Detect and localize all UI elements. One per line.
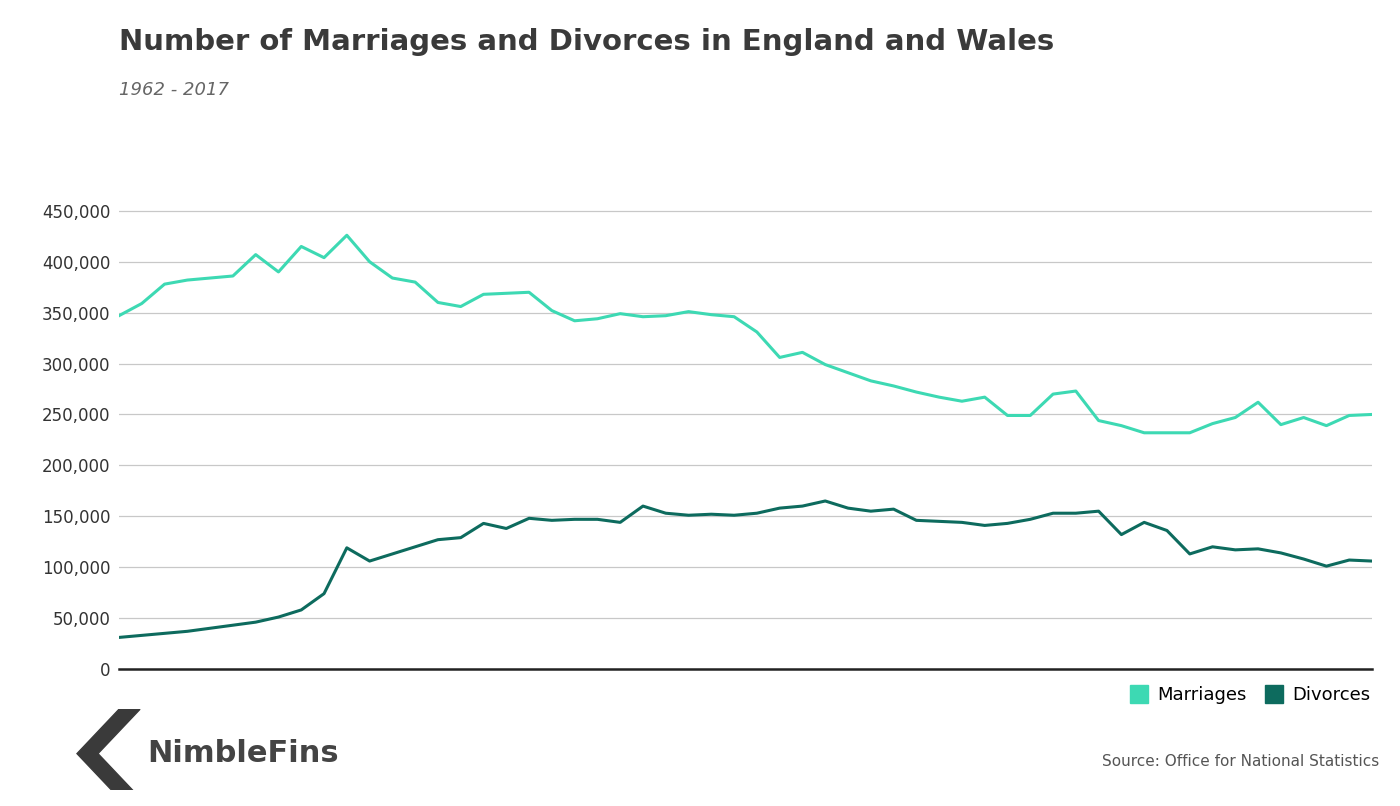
- Polygon shape: [77, 709, 140, 798]
- Text: Number of Marriages and Divorces in England and Wales: Number of Marriages and Divorces in Engl…: [119, 28, 1054, 56]
- Text: NimbleFins: NimbleFins: [147, 739, 339, 768]
- Text: 1962 - 2017: 1962 - 2017: [119, 81, 230, 98]
- Legend: Marriages, Divorces: Marriages, Divorces: [1130, 685, 1371, 704]
- Text: Source: Office for National Statistics: Source: Office for National Statistics: [1102, 754, 1379, 769]
